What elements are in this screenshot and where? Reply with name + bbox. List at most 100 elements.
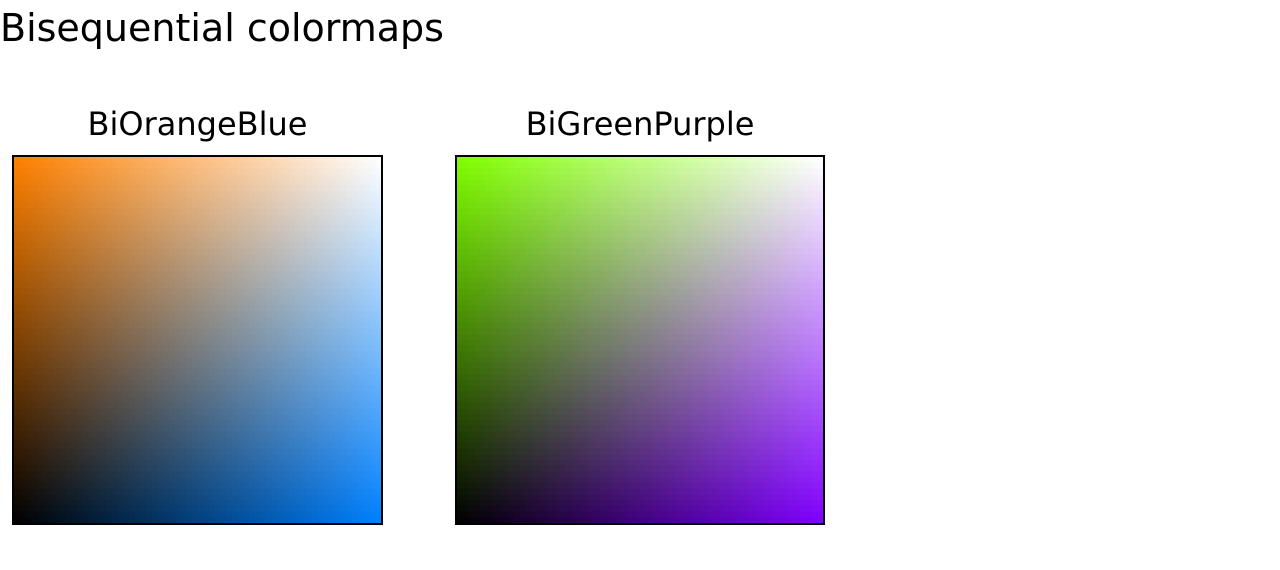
colormap-cell: [474, 214, 481, 221]
colormap-cell: [272, 460, 279, 467]
colormap-cell: [111, 460, 118, 467]
colormap-cell: [323, 340, 330, 347]
colormap-cell: [634, 197, 641, 204]
colormap-cell: [77, 380, 84, 387]
colormap-cell: [352, 511, 359, 518]
colormap-cell: [145, 500, 153, 507]
colormap-cell: [100, 471, 107, 478]
colormap-cell: [283, 197, 290, 204]
colormap-cell: [174, 477, 181, 484]
colormap-cell: [794, 214, 801, 221]
colormap-cell: [163, 242, 170, 250]
colormap-cell: [208, 277, 216, 284]
colormap-cell: [748, 197, 755, 204]
colormap-cell: [243, 420, 250, 427]
colormap-cell: [214, 288, 222, 295]
colormap-cell: [720, 208, 727, 215]
colormap-cell: [174, 437, 181, 444]
colormap-cell: [335, 248, 342, 255]
colormap-cell: [657, 168, 664, 175]
colormap-cell: [369, 362, 376, 370]
colormap-cell: [497, 197, 504, 204]
colormap-cell: [548, 174, 555, 181]
colormap-cell: [157, 362, 164, 370]
colormap-cell: [122, 442, 130, 450]
colormap-cell: [542, 202, 550, 210]
colormap-cell: [31, 231, 38, 238]
colormap-cell: [174, 494, 181, 501]
colormap-cell: [220, 511, 227, 518]
colormap-cell: [457, 197, 464, 204]
colormap-cell: [266, 277, 273, 284]
colormap-cell: [42, 225, 49, 232]
colormap-cell: [294, 505, 302, 513]
colormap-cell: [65, 391, 72, 398]
colormap-cell: [71, 357, 78, 364]
colormap-cell: [54, 288, 61, 295]
colormap-cell: [249, 477, 256, 484]
colormap-cell: [111, 168, 118, 175]
colormap-cell: [100, 351, 107, 358]
colormap-cell: [594, 185, 601, 192]
colormap-cell: [19, 357, 27, 364]
colormap-cell: [157, 162, 164, 170]
colormap-cell: [151, 402, 158, 410]
colormap-cell: [266, 465, 273, 473]
colormap-cell: [117, 437, 124, 444]
colormap-cell: [71, 482, 78, 490]
colormap-cell: [19, 265, 27, 272]
colormap-cell: [788, 185, 796, 192]
colormap-cell: [323, 500, 330, 507]
colormap-cell: [531, 197, 538, 204]
colormap-cell: [122, 368, 130, 375]
colormap-cell: [42, 265, 49, 272]
colormap-cell: [369, 414, 376, 421]
colormap-cell: [48, 340, 55, 347]
colormap-cell: [180, 425, 187, 433]
colormap-cell: [25, 368, 32, 375]
colormap-cell: [105, 254, 113, 261]
colormap-cell: [317, 271, 325, 278]
colormap-cell: [720, 219, 727, 227]
colormap-cell: [754, 197, 761, 204]
colormap-cell: [548, 185, 555, 192]
colormap-cell: [105, 322, 113, 330]
colormap-cell: [54, 317, 61, 324]
colormap-cell: [14, 277, 21, 284]
colormap-cell: [54, 277, 61, 284]
colormap-cell: [375, 219, 381, 227]
colormap-cell: [363, 374, 371, 381]
colormap-cell: [272, 488, 279, 496]
colormap-cell: [122, 168, 130, 175]
colormap-cell: [266, 362, 273, 370]
colormap-cell: [54, 505, 61, 513]
colormap-cell: [811, 179, 818, 187]
colormap-cell: [134, 191, 141, 198]
colormap-cell: [186, 271, 193, 278]
colormap-cell: [214, 442, 222, 450]
colormap-cell: [134, 214, 141, 221]
colormap-cell: [312, 391, 319, 398]
colormap-cell: [260, 351, 267, 358]
colormap-cell: [82, 397, 90, 404]
colormap-cell: [19, 517, 27, 523]
colormap-cell: [249, 517, 256, 523]
colormap-cell: [306, 340, 313, 347]
colormap-cell: [363, 197, 371, 204]
colormap-cell: [208, 482, 216, 490]
colormap-cell: [157, 425, 164, 433]
colormap-cell: [335, 402, 342, 410]
colormap-cell: [186, 500, 193, 507]
colormap-cell: [249, 294, 256, 301]
colormap-cell: [231, 225, 239, 232]
colormap-cell: [340, 414, 348, 421]
colormap-cell: [71, 471, 78, 478]
colormap-cell: [191, 157, 199, 164]
colormap-cell: [548, 157, 555, 164]
colormap-cell: [128, 282, 136, 290]
colormap-cell: [375, 225, 381, 232]
colormap-cell: [117, 191, 124, 198]
colormap-cell: [111, 157, 118, 164]
colormap-cell: [157, 482, 164, 490]
colormap-cell: [306, 460, 313, 467]
